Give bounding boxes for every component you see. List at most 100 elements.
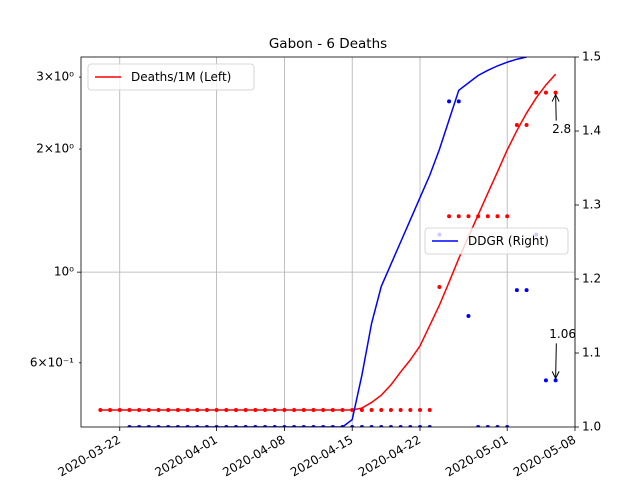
y-tick-label: 2×10⁰ (36, 142, 74, 156)
x-tick-label: 2020-04-22 (356, 433, 423, 480)
data-point (408, 408, 413, 413)
data-point (301, 425, 306, 427)
plot-frame (80, 56, 576, 428)
x-tick-label: 2020-04-15 (288, 433, 355, 480)
legend-label: DDGR (Right) (468, 234, 549, 248)
data-point (195, 425, 200, 427)
data-point (146, 425, 151, 427)
x-tick-label: 2020-04-01 (152, 433, 219, 480)
data-point (456, 99, 461, 104)
annotation: 2.8 (552, 122, 571, 136)
data-point (243, 408, 248, 413)
data-point (185, 408, 190, 413)
legend-box (424, 227, 569, 255)
data-point (447, 99, 452, 104)
data-point (350, 408, 355, 413)
annotation: 1.06 (549, 327, 576, 341)
data-point (214, 408, 219, 413)
data-point (359, 425, 364, 427)
data-point (330, 408, 335, 413)
data-point (398, 408, 403, 413)
data-point (137, 425, 142, 427)
data-point (156, 408, 161, 413)
data-point (359, 408, 364, 413)
data-point (137, 408, 142, 413)
y2-tick-label: 1.2 (582, 272, 601, 286)
data-point (514, 288, 519, 293)
legend-label: Deaths/1M (Left) (131, 70, 231, 84)
data-point (427, 425, 432, 427)
data-point (127, 425, 132, 427)
data-point (340, 408, 345, 413)
data-point (369, 425, 374, 427)
data-point (408, 425, 413, 427)
data-point (524, 123, 529, 128)
annotation-arrowhead (551, 93, 560, 102)
x-tick-label: 2020-05-01 (443, 433, 510, 480)
data-point (485, 425, 490, 427)
data-point (301, 408, 306, 413)
data-point (175, 408, 180, 413)
y-tick-label: 3×10⁰ (36, 70, 74, 84)
data-point (282, 425, 287, 427)
data-point (476, 425, 481, 427)
data-point (214, 425, 219, 427)
data-point (495, 425, 500, 427)
data-point (263, 425, 268, 427)
data-point (166, 408, 171, 413)
data-point (224, 408, 229, 413)
data-point (321, 425, 326, 427)
data-point (524, 288, 529, 293)
data-point (466, 214, 471, 219)
data-point (204, 408, 209, 413)
annotation-arrow (555, 343, 557, 379)
data-point (476, 214, 481, 219)
data-point (418, 425, 423, 427)
y2-tick-label: 1.3 (582, 198, 601, 212)
data-point (204, 425, 209, 427)
chart-title: Gabon - 6 Deaths (269, 36, 387, 52)
data-point (553, 378, 558, 383)
data-point (263, 408, 268, 413)
data-point (388, 408, 393, 413)
data-point (311, 408, 316, 413)
data-point (350, 425, 355, 427)
data-point (379, 408, 384, 413)
data-point (340, 425, 345, 427)
data-point (117, 408, 122, 413)
data-point (108, 408, 113, 413)
data-point (146, 408, 151, 413)
data-point (233, 425, 238, 427)
y2-tick-label: 1.5 (582, 50, 601, 64)
y2-tick-label: 1.0 (582, 420, 601, 434)
data-point (447, 214, 452, 219)
data-point (379, 425, 384, 427)
series-line (129, 57, 527, 427)
y2-tick-label: 1.1 (582, 346, 601, 360)
data-point (369, 408, 374, 413)
data-point (98, 408, 103, 413)
data-point (427, 408, 432, 413)
data-point (292, 408, 297, 413)
data-point (418, 408, 423, 413)
data-point (272, 425, 277, 427)
data-point (543, 90, 548, 95)
data-point (553, 90, 558, 95)
y-tick-label: 10⁰ (54, 265, 74, 279)
data-point (456, 214, 461, 219)
data-point (253, 408, 258, 413)
legend-box (87, 63, 255, 91)
data-point (311, 425, 316, 427)
data-point (253, 425, 258, 427)
annotation-arrow (555, 94, 557, 121)
data-point (224, 425, 229, 427)
data-point (495, 214, 500, 219)
x-tick-label: 2020-05-08 (511, 433, 578, 480)
data-point (166, 425, 171, 427)
data-point (195, 408, 200, 413)
data-point (437, 284, 442, 289)
y-tick-label: 6×10⁻¹ (30, 355, 74, 369)
data-point (543, 378, 548, 383)
data-point (243, 425, 248, 427)
